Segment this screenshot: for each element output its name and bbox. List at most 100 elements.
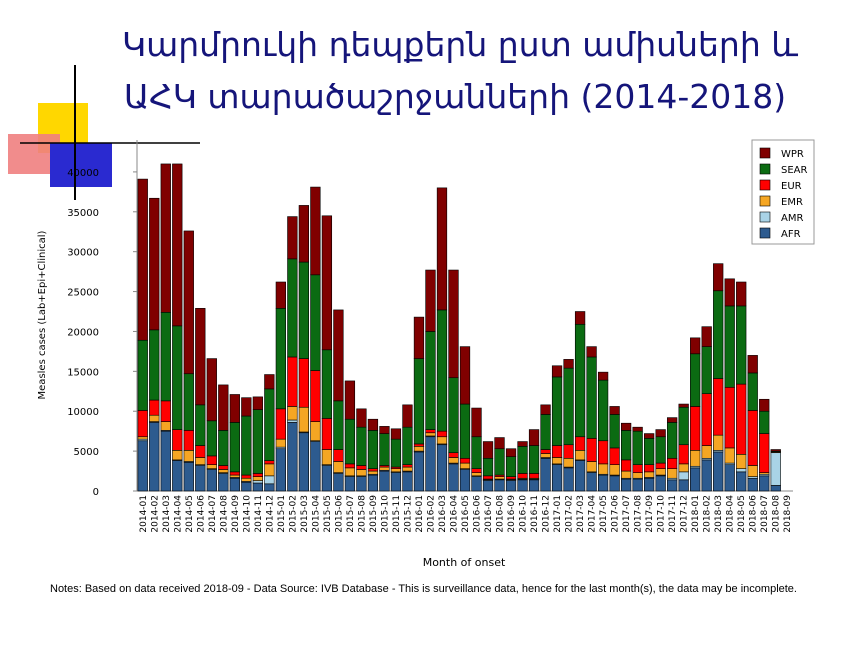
x-tick-label: 2014-06	[196, 495, 206, 533]
x-tick-label: 2014-03	[162, 495, 172, 533]
bar-segment	[275, 408, 286, 440]
y-tick-label: 40000	[67, 168, 99, 179]
x-tick-label: 2015-05	[323, 495, 333, 533]
bar-segment	[367, 430, 379, 469]
bar-segment	[736, 471, 747, 492]
bar-segment	[701, 326, 712, 347]
bar-segment	[540, 414, 551, 450]
bar-segment	[678, 479, 689, 492]
bar-segment	[632, 426, 643, 432]
x-tick-label: 2015-11	[392, 495, 402, 533]
x-tick-label: 2015-03	[300, 495, 310, 533]
bar-segment	[494, 437, 505, 450]
bar-segment	[597, 474, 609, 492]
x-tick-label: 2014-05	[185, 495, 195, 533]
bar-segment	[356, 426, 367, 466]
x-axis-label: Month of onset	[423, 556, 506, 569]
bar-segment	[344, 380, 356, 420]
bar-segment	[597, 379, 609, 442]
bar-segment	[690, 467, 701, 492]
bar-segment	[275, 438, 286, 448]
bar-segment	[655, 436, 666, 464]
bar-segment	[413, 443, 425, 447]
x-tick-label: 2014-12	[265, 495, 275, 533]
bar-segment	[402, 464, 413, 468]
bar-segment	[609, 464, 620, 476]
bar-segment	[252, 482, 263, 492]
x-tick-label: 2016-06	[473, 495, 483, 533]
bar-segment	[482, 457, 494, 477]
bar-segment	[620, 478, 632, 492]
bar-segment	[183, 461, 194, 492]
bar-segment	[644, 464, 655, 473]
bar-segment	[459, 403, 471, 459]
bar-segment	[770, 452, 781, 486]
bar-segment	[667, 479, 678, 492]
bar-segment	[505, 480, 517, 492]
bar-segment	[620, 459, 632, 472]
bar-segment	[379, 466, 390, 471]
bar-segment	[218, 465, 229, 470]
bar-segment	[425, 269, 436, 332]
x-tick-label: 2016-04	[449, 495, 459, 533]
bar-segment	[586, 472, 597, 492]
bar-segment	[494, 448, 505, 476]
x-tick-label: 2015-08	[357, 495, 367, 533]
bar-segment	[298, 432, 310, 492]
bar-segment	[678, 403, 689, 408]
bar-segment	[747, 410, 758, 466]
bar-segment	[367, 474, 379, 492]
bar-segment	[632, 464, 643, 473]
x-tick-label: 2016-07	[484, 495, 494, 533]
bar-segment	[390, 428, 402, 440]
bar-segment	[459, 462, 471, 469]
bar-segment	[655, 462, 666, 469]
x-tick-label: 2016-11	[530, 495, 540, 533]
bar-segment	[183, 230, 194, 375]
bar-segment	[310, 186, 321, 276]
x-tick-label: 2014-04	[173, 495, 183, 533]
x-tick-label: 2017-07	[622, 495, 632, 533]
bar-segment	[574, 311, 586, 325]
bar-segment	[241, 477, 252, 482]
y-tick-label: 20000	[67, 327, 99, 338]
legend-swatch	[759, 227, 771, 239]
x-tick-label: 2015-10	[380, 495, 390, 533]
bar-segment	[149, 197, 160, 331]
y-tick-label: 35000	[67, 208, 99, 219]
legend-swatch	[759, 195, 771, 207]
bar-segment	[390, 438, 402, 468]
x-tick-label: 2017-11	[668, 495, 678, 533]
bar-segment	[667, 468, 678, 479]
x-tick-label: 2014-01	[139, 495, 149, 533]
bar-segment	[333, 309, 344, 402]
bar-segment	[517, 441, 528, 447]
bar-segment	[701, 393, 712, 446]
bar-segment	[713, 451, 724, 492]
bar-segment	[137, 339, 148, 411]
bar-segment	[747, 355, 758, 374]
bar-segment	[609, 414, 620, 449]
bar-segment	[517, 446, 528, 474]
bar-segment	[195, 308, 206, 406]
bar-segment	[275, 308, 286, 410]
bar-segment	[310, 441, 321, 492]
bar-segment	[563, 359, 574, 369]
legend-label: EUR	[781, 181, 802, 192]
bar-segment	[252, 409, 263, 474]
bar-segment	[482, 480, 494, 492]
bar-segment	[287, 422, 298, 492]
bar-segment	[678, 471, 689, 481]
note-box: Notes: Based on data received 2018-09 - …	[50, 583, 797, 595]
x-tick-label: 2015-09	[369, 495, 379, 533]
x-tick-label: 2016-02	[426, 495, 436, 533]
bar-segment	[218, 469, 229, 473]
bar-segment	[287, 406, 298, 421]
bar-segment	[287, 258, 298, 358]
bar-segment	[448, 457, 459, 464]
bar-segment	[667, 422, 678, 459]
y-tick-label: 5000	[74, 447, 99, 458]
bar-segment	[390, 472, 402, 492]
bar-segment	[448, 377, 459, 454]
legend-label: SEAR	[781, 165, 808, 176]
